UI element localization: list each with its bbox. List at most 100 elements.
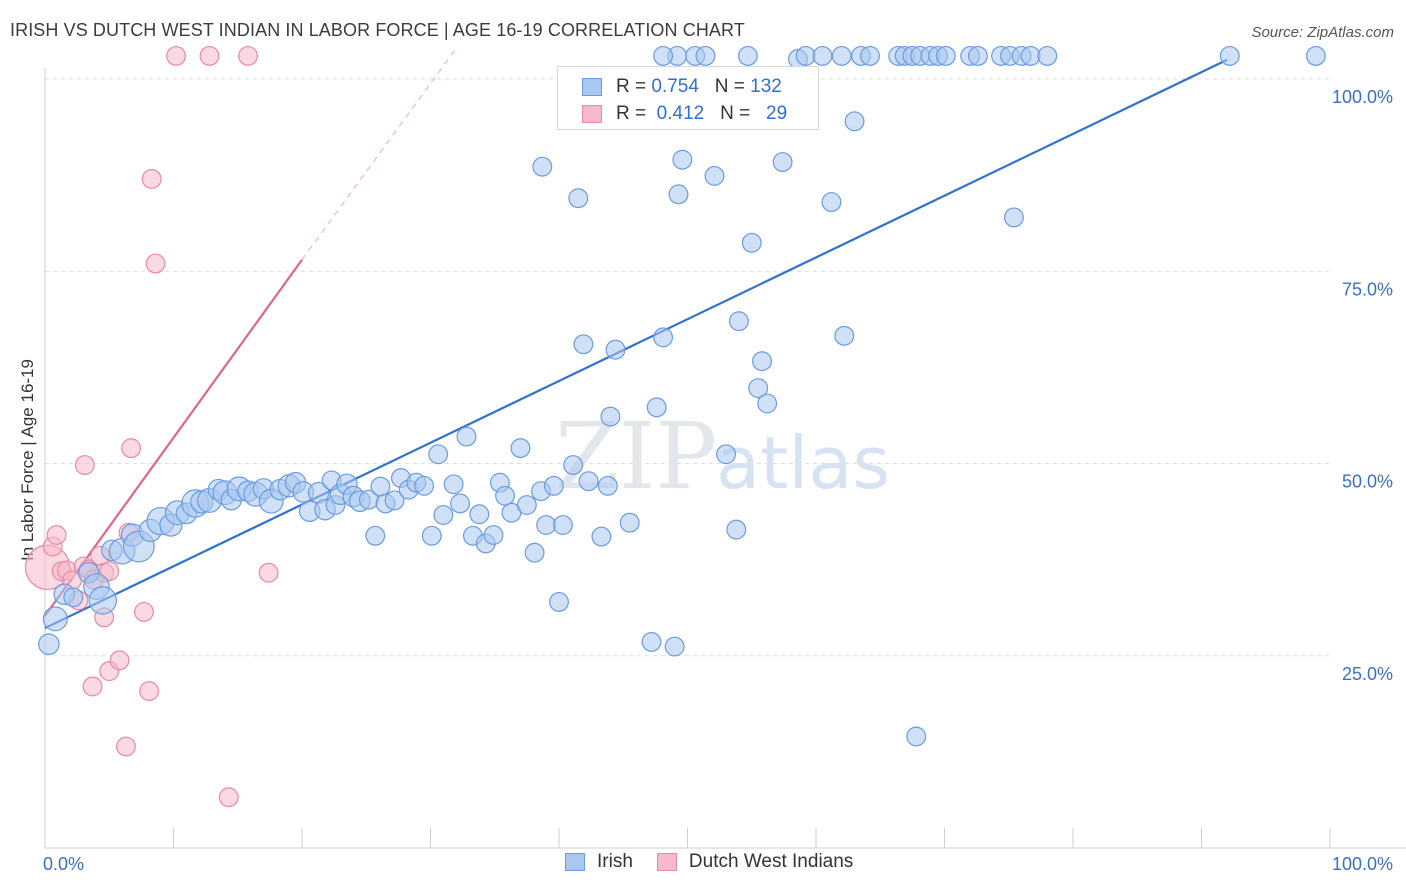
y-tick-label: 50.0% <box>1342 472 1393 492</box>
irish-point <box>646 397 667 418</box>
irish-point <box>704 165 725 186</box>
irish-point <box>532 156 553 177</box>
dutch-point <box>166 45 187 66</box>
x-tick-label-max: 100.0% <box>1332 854 1393 874</box>
irish-point <box>524 542 545 563</box>
chart-title: IRISH VS DUTCH WEST INDIAN IN LABOR FORC… <box>10 20 745 40</box>
irish-point <box>831 45 852 66</box>
irish-point <box>516 495 537 515</box>
irish-point <box>38 633 60 656</box>
dutch-point <box>74 455 95 475</box>
legend-irish-label: Irish <box>597 851 633 872</box>
irish-point <box>1037 45 1058 66</box>
irish-point <box>443 474 464 495</box>
irish-point <box>543 475 564 496</box>
y-tick-label: 75.0% <box>1342 279 1393 299</box>
y-tick-label: 25.0% <box>1342 664 1393 684</box>
watermark-zip: ZIP <box>555 403 717 510</box>
legend-row-dutch: R = 0.412 N = 29 <box>582 100 787 128</box>
irish-n-value: 132 <box>750 76 782 97</box>
irish-point <box>795 45 816 66</box>
legend-irish-swatch <box>565 853 585 871</box>
dutch-points <box>24 45 279 808</box>
irish-point <box>653 327 674 348</box>
irish-point <box>573 334 594 355</box>
irish-point <box>433 505 454 525</box>
stats-legend: R = 0.754 N = 132 R = 0.412 N = 29 <box>557 66 819 130</box>
dutch-n-label: N = <box>720 103 751 124</box>
dutch-point <box>141 169 162 189</box>
irish-point <box>605 339 626 360</box>
irish-point <box>1020 45 1041 66</box>
irish-point <box>619 512 640 533</box>
irish-point <box>834 325 855 346</box>
irish-point <box>483 525 504 545</box>
irish-point <box>42 606 68 632</box>
irish-point <box>370 476 391 497</box>
irish-point <box>726 519 747 540</box>
irish-point <box>600 406 621 427</box>
irish-point <box>591 526 612 547</box>
dutch-point <box>258 562 279 583</box>
legend-item-dutch[interactable]: Dutch West Indians <box>656 851 854 873</box>
irish-point <box>653 45 674 66</box>
irish-point <box>860 45 880 66</box>
irish-point <box>752 351 772 372</box>
legend-item-irish[interactable]: Irish <box>565 851 633 873</box>
tick-labels: 25.0% 50.0% 75.0% 100.0% 0.0% 100.0% <box>43 87 1393 874</box>
x-tick-label-min: 0.0% <box>43 854 84 874</box>
series-legend: Irish Dutch West Indians <box>565 851 877 873</box>
irish-point <box>757 393 778 414</box>
irish-point <box>1305 45 1326 66</box>
irish-point <box>568 188 589 209</box>
irish-point <box>935 45 956 66</box>
dutch-point <box>99 561 120 582</box>
irish-point <box>510 438 531 459</box>
irish-point <box>365 525 386 546</box>
dutch-point <box>139 681 160 702</box>
dutch-trendline-extension <box>301 47 457 261</box>
dutch-point <box>109 650 130 671</box>
irish-point <box>495 485 515 506</box>
irish-point <box>469 504 490 525</box>
irish-point <box>549 591 569 612</box>
irish-point <box>384 490 405 511</box>
dutch-point <box>46 525 67 545</box>
legend-dutch-swatch <box>656 853 677 871</box>
watermark: ZIP atlas <box>555 403 890 510</box>
dutch-r-label: R = <box>616 103 647 124</box>
irish-point <box>737 45 758 66</box>
dutch-n-value: 29 <box>766 103 788 124</box>
irish-point <box>597 475 618 496</box>
dutch-point <box>133 601 154 622</box>
irish-point <box>552 515 573 535</box>
dutch-point <box>218 787 239 808</box>
irish-point <box>748 378 769 399</box>
irish-point <box>1003 207 1024 228</box>
irish-point <box>772 152 793 173</box>
irish-point <box>695 45 716 66</box>
irish-point <box>668 184 689 205</box>
irish-point <box>1219 45 1240 66</box>
irish-point <box>641 631 662 652</box>
irish-point <box>450 493 471 514</box>
dutch-point <box>238 45 258 66</box>
irish-point <box>63 587 84 608</box>
irish-point <box>906 726 927 747</box>
dutch-swatch <box>582 105 602 123</box>
watermark-atlas: atlas <box>716 421 890 505</box>
irish-point <box>88 586 118 615</box>
dutch-point <box>82 676 103 697</box>
dutch-point <box>145 253 166 274</box>
irish-point <box>716 444 737 465</box>
dutch-trendline <box>44 259 303 617</box>
irish-point <box>812 45 833 66</box>
irish-point <box>728 311 749 332</box>
dutch-point <box>199 45 220 66</box>
irish-point <box>421 525 442 546</box>
irish-points <box>38 45 1326 747</box>
irish-point <box>672 149 693 170</box>
legend-dutch-label: Dutch West Indians <box>688 851 854 872</box>
trend-lines <box>44 47 1228 630</box>
